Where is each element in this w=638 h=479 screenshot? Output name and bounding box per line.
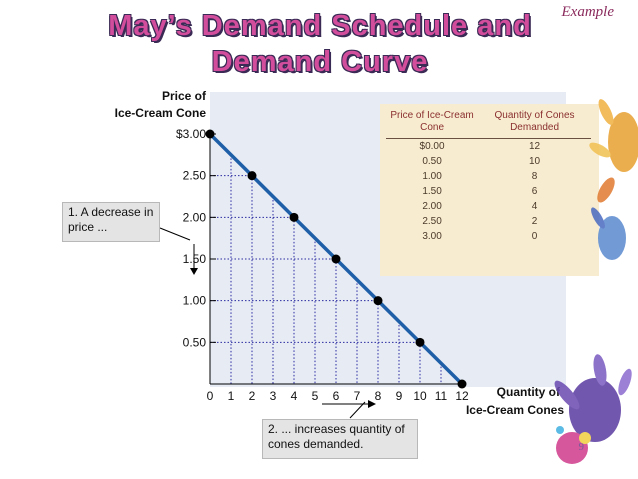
table-row: 2.50 2 bbox=[386, 214, 591, 229]
y-tick-label: 2.50 bbox=[183, 169, 207, 183]
x-tick-label: 1 bbox=[228, 389, 235, 403]
callout-quantity-increase: 2. ... increases quantity of cones deman… bbox=[262, 419, 418, 459]
x-axis-label-line2: Ice-Cream Cones bbox=[466, 403, 564, 417]
table-cell-quantity: 6 bbox=[531, 185, 538, 197]
x-tick-label: 12 bbox=[455, 389, 469, 403]
table-cell-quantity: 4 bbox=[531, 200, 538, 212]
y-tick-label: 2.00 bbox=[183, 210, 207, 224]
table-row: 0.50 10 bbox=[386, 154, 591, 169]
data-point bbox=[373, 296, 383, 306]
x-tick-label: 6 bbox=[333, 389, 340, 403]
y-tick-label: $3.00 bbox=[176, 127, 206, 141]
x-tick-label: 10 bbox=[413, 389, 427, 403]
table-cell-quantity: 8 bbox=[531, 170, 538, 182]
x-tick-label: 3 bbox=[270, 389, 277, 403]
data-point bbox=[205, 129, 215, 139]
callout-arrows bbox=[159, 227, 376, 419]
data-points bbox=[205, 129, 467, 389]
table-cell-price: 1.50 bbox=[422, 185, 442, 197]
table-cell-price: 3.00 bbox=[422, 230, 442, 242]
table-cell-price: 1.00 bbox=[422, 170, 442, 182]
x-tick-label: 11 bbox=[435, 389, 448, 403]
data-point bbox=[247, 171, 257, 181]
tick-labels: 0 1 2 3 4 5 6 7 8 9 10 11 120.501.001.502.002.50$3.0… bbox=[176, 127, 469, 403]
page-number: 9 bbox=[578, 441, 585, 453]
x-tick-label: 4 bbox=[291, 389, 298, 403]
x-tick-label: 9 bbox=[396, 389, 403, 403]
table-cell-price: 2.50 bbox=[422, 215, 442, 227]
table-row: 1.00 8 bbox=[386, 169, 591, 184]
y-axis-label-line1: Price of bbox=[162, 89, 207, 103]
data-point bbox=[457, 379, 467, 389]
table-cell-quantity: 10 bbox=[528, 155, 541, 167]
table-row: 3.00 0 bbox=[386, 229, 591, 244]
table-header-quantity: Quantity of Cones Demanded bbox=[478, 110, 591, 139]
y-axis-label-line2: Ice-Cream Cone bbox=[115, 106, 207, 120]
x-tick-label: 2 bbox=[249, 389, 256, 403]
table-cell-price: $0.00 bbox=[419, 140, 445, 152]
slide-title: May’s Demand Schedule and Demand Curve bbox=[108, 10, 532, 78]
data-point bbox=[289, 212, 299, 222]
y-tick-label: 0.50 bbox=[183, 335, 207, 349]
table-row: 2.00 4 bbox=[386, 199, 591, 214]
table-cell-quantity: 2 bbox=[531, 215, 538, 227]
x-tick-label: 0 bbox=[207, 389, 214, 403]
x-axis-label-line1: Quantity of bbox=[497, 385, 561, 399]
data-point bbox=[331, 254, 341, 264]
gridlines bbox=[210, 154, 442, 384]
table-cell-price: 0.50 bbox=[422, 155, 442, 167]
y-tick-label: 1.00 bbox=[183, 294, 207, 308]
x-tick-label: 8 bbox=[375, 389, 382, 403]
example-tag: Example bbox=[561, 4, 614, 20]
table-header-price: Price of Ice-Cream Cone bbox=[386, 110, 479, 139]
table-row: 1.50 6 bbox=[386, 184, 591, 199]
table-row: $0.00 12 bbox=[386, 139, 591, 155]
data-point bbox=[415, 337, 425, 347]
x-tick-label: 5 bbox=[312, 389, 319, 403]
table-cell-quantity: 0 bbox=[531, 230, 538, 242]
demand-schedule-table: Price of Ice-Cream Cone Quantity of Cone… bbox=[380, 104, 599, 276]
callout-price-decrease: 1. A decrease in price ... bbox=[62, 202, 160, 242]
table-cell-quantity: 12 bbox=[528, 140, 541, 152]
x-tick-label: 7 bbox=[354, 389, 361, 403]
table-cell-price: 2.00 bbox=[422, 200, 442, 212]
